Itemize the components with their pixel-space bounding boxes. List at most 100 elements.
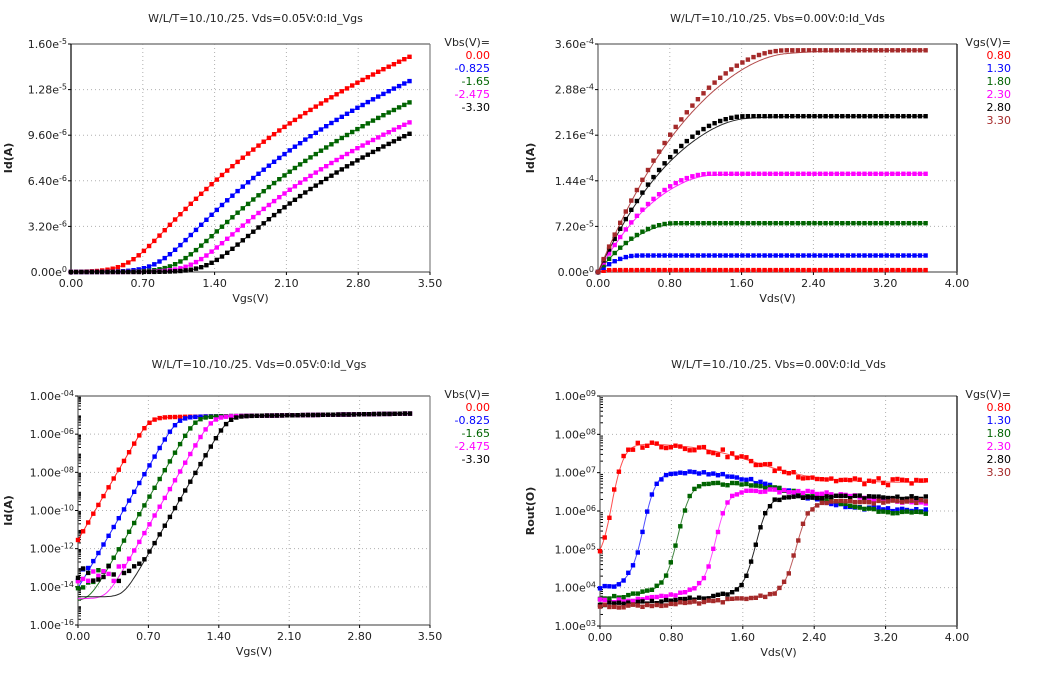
data-point (701, 253, 706, 258)
data-point (167, 252, 173, 257)
data-point (857, 505, 862, 510)
data-point (297, 141, 303, 146)
data-point (917, 221, 923, 226)
x-tick-label: 0.00 (66, 630, 91, 643)
data-point (623, 240, 628, 246)
data-point (649, 492, 655, 497)
data-point (879, 114, 884, 119)
plot-area (597, 440, 928, 610)
data-point (213, 436, 219, 441)
data-point (767, 49, 773, 55)
chart-panel-idvds: W/L/T=10./10./25. Vbs=0.00V:0:Id_Vds 0.00… (520, 0, 1049, 330)
data-point (334, 170, 339, 175)
data-point (266, 217, 272, 222)
data-point (132, 489, 137, 494)
data-point (790, 221, 795, 226)
data-point (815, 503, 820, 508)
data-point (601, 265, 606, 270)
data-point (640, 190, 645, 195)
data-point (89, 269, 94, 275)
data-point (208, 414, 213, 419)
data-point (718, 75, 723, 80)
data-point (823, 48, 828, 53)
data-point (621, 601, 626, 606)
data-point (656, 192, 662, 197)
data-point (629, 198, 634, 203)
data-point (673, 267, 678, 273)
data-point (74, 269, 79, 275)
data-point (645, 201, 651, 207)
data-point (287, 201, 292, 206)
data-point (748, 476, 754, 482)
data-point (142, 426, 147, 431)
data-point (762, 114, 767, 119)
data-point (640, 177, 645, 182)
data-point (795, 171, 801, 176)
data-point (601, 256, 606, 262)
data-point (706, 449, 711, 455)
data-point (271, 159, 277, 164)
data-point (162, 265, 167, 271)
data-point (701, 126, 706, 132)
data-point (308, 155, 313, 160)
data-point (690, 103, 695, 108)
data-point (901, 221, 906, 226)
data-point (840, 114, 845, 119)
data-point (225, 250, 230, 255)
data-point (612, 601, 617, 606)
data-point (923, 478, 928, 483)
data-point (116, 564, 121, 569)
data-point (177, 414, 183, 420)
data-point (904, 496, 910, 501)
data-point (845, 48, 851, 53)
data-point (762, 267, 767, 273)
data-point (815, 495, 820, 501)
data-point (781, 469, 787, 475)
data-point (111, 524, 116, 530)
data-point (607, 515, 612, 520)
data-point (245, 180, 251, 185)
data-point (188, 479, 193, 484)
chart-panel-rout: W/L/T=10./10./25. Vbs=0.00V:0:Id_Vds 0.00… (520, 350, 1049, 681)
data-point (360, 102, 365, 108)
y-tick-label: 7.20e-5 (555, 219, 594, 233)
data-point (739, 582, 744, 588)
data-point (767, 591, 773, 597)
series-line-0.80 (599, 443, 926, 550)
data-point (612, 267, 617, 273)
data-point (172, 247, 178, 252)
data-point (331, 412, 336, 417)
data-point (188, 267, 193, 272)
data-point (885, 482, 891, 488)
data-point (679, 267, 684, 273)
x-axis-label: Vgs(V) (236, 645, 272, 658)
data-point (157, 233, 162, 238)
data-point (350, 108, 355, 113)
data-point (690, 134, 695, 139)
data-point (172, 505, 178, 511)
data-point (662, 140, 667, 146)
data-point (292, 117, 298, 123)
data-point (829, 267, 834, 273)
data-point (612, 584, 617, 589)
data-point (612, 604, 617, 610)
data-point (823, 267, 828, 273)
data-point (753, 488, 758, 494)
data-point (269, 413, 275, 418)
data-point (923, 507, 928, 512)
data-point (838, 498, 843, 504)
data-point (313, 104, 318, 109)
data-point (656, 149, 662, 154)
data-point (183, 416, 188, 421)
data-point (629, 253, 634, 259)
data-point (656, 223, 662, 228)
data-point (706, 253, 712, 258)
chart-title: W/L/T=10./10./25. Vds=0.05V:0:Id_Vgs (152, 358, 367, 371)
data-point (923, 221, 928, 226)
data-point (730, 596, 735, 601)
series-line--2.475 (71, 121, 410, 273)
data-point (819, 477, 825, 482)
data-point (142, 472, 147, 477)
data-point (904, 478, 910, 483)
data-point (645, 267, 651, 273)
